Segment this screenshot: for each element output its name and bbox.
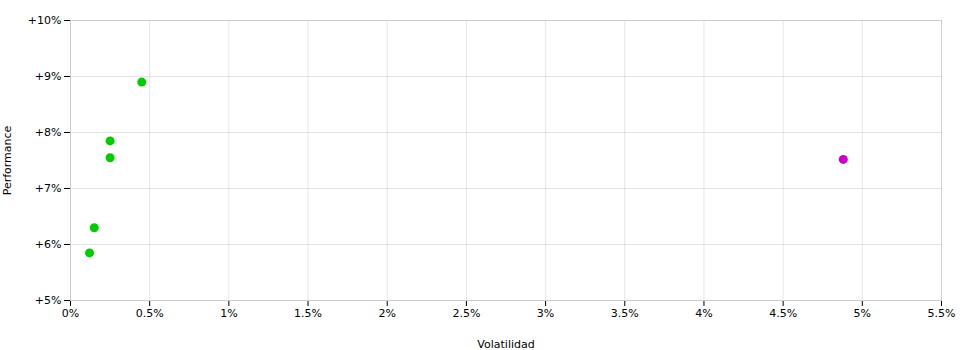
svg-text:+9%: +9% — [35, 70, 62, 83]
svg-text:1%: 1% — [220, 307, 237, 320]
svg-text:+7%: +7% — [35, 182, 62, 195]
svg-text:0.5%: 0.5% — [136, 307, 164, 320]
svg-text:5%: 5% — [854, 307, 871, 320]
svg-text:1.5%: 1.5% — [294, 307, 322, 320]
svg-text:Performance: Performance — [1, 125, 14, 195]
svg-text:2%: 2% — [379, 307, 396, 320]
svg-text:Volatilidad: Volatilidad — [477, 338, 534, 350]
svg-text:+6%: +6% — [35, 238, 62, 251]
svg-text:5.5%: 5.5% — [928, 307, 956, 320]
svg-text:3%: 3% — [537, 307, 554, 320]
svg-text:4%: 4% — [695, 307, 712, 320]
svg-text:+8%: +8% — [35, 126, 62, 139]
svg-text:3.5%: 3.5% — [611, 307, 639, 320]
svg-text:4.5%: 4.5% — [769, 307, 797, 320]
svg-text:+10%: +10% — [28, 14, 62, 27]
svg-text:0%: 0% — [62, 307, 79, 320]
svg-text:+5%: +5% — [35, 294, 62, 307]
svg-text:2.5%: 2.5% — [452, 307, 480, 320]
